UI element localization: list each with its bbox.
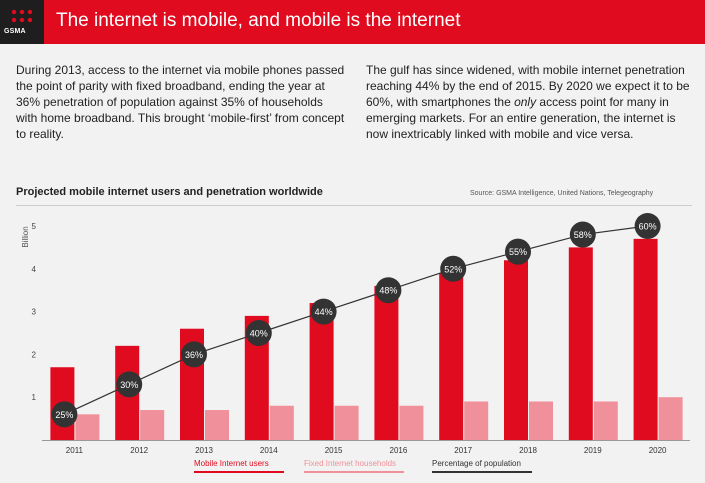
line-point-marker [569, 221, 596, 248]
data-label-percentage: 36% [185, 350, 203, 360]
x-tick-label: 2015 [325, 446, 343, 455]
x-tick-label: 2020 [649, 446, 667, 455]
bar-fixed-households [75, 414, 100, 440]
data-label-percentage: 30% [120, 380, 138, 390]
data-label-percentage: 40% [250, 329, 268, 339]
bar-fixed-households [658, 397, 683, 440]
gsma-logo: GSMA [0, 0, 44, 44]
bar-fixed-households [269, 405, 294, 440]
logo-text: GSMA [4, 28, 26, 35]
x-tick-label: 2012 [130, 446, 148, 455]
y-tick-label: 5 [32, 222, 37, 231]
bar-mobile-users [568, 247, 593, 440]
y-tick-label: 2 [32, 350, 37, 359]
y-axis-label: Billion [21, 226, 30, 247]
bar-mobile-users [244, 315, 269, 440]
bar-fixed-households [593, 401, 618, 440]
bar-fixed-households [464, 401, 489, 440]
line-point-marker [116, 371, 143, 398]
line-point-marker [51, 401, 78, 428]
y-tick-label: 4 [32, 265, 37, 274]
bar-mobile-users [374, 285, 399, 440]
x-tick-label: 2014 [260, 446, 278, 455]
x-tick-label: 2011 [66, 446, 84, 455]
intro-right-text-2: access point for many in emerging market… [366, 95, 676, 141]
intro-right-paragraph: The gulf has since widened, with mobile … [366, 62, 691, 142]
bar-fixed-households [399, 405, 424, 440]
bar-fixed-households [205, 410, 229, 440]
x-tick-label: 2013 [195, 446, 213, 455]
legend-label: Fixed Internet households [304, 459, 396, 468]
data-label-percentage: 60% [639, 222, 657, 232]
line-point-marker [245, 320, 272, 346]
bar-fixed-households [140, 410, 165, 440]
x-tick-label: 2016 [390, 446, 408, 455]
bar-mobile-users [504, 260, 528, 440]
bar-fixed-households [334, 405, 359, 440]
intro-right-emphasis: only [514, 95, 537, 109]
intro-left-paragraph: During 2013, access to the internet via … [16, 63, 345, 141]
x-tick-label: 2018 [519, 446, 537, 455]
chart-title: Projected mobile internet users and pene… [16, 186, 323, 198]
legend-label: Mobile Internet users [194, 459, 269, 468]
chart-source: Source: GSMA Intelligence, United Nation… [470, 190, 654, 197]
intro-right-text-1: The gulf has since widened, with mobile … [366, 63, 690, 109]
data-label-percentage: 52% [444, 264, 462, 274]
legend-swatch [304, 471, 404, 473]
x-tick-label: 2017 [454, 446, 472, 455]
data-label-percentage: 44% [315, 307, 333, 317]
data-label-percentage: 48% [379, 286, 397, 296]
bar-mobile-users [633, 238, 658, 440]
data-label-percentage: 25% [55, 410, 73, 420]
bar-mobile-users [439, 273, 464, 440]
header-banner: GSMA The internet is mobile, and mobile … [0, 0, 705, 44]
y-tick-label: 1 [32, 393, 37, 402]
line-point-marker [310, 298, 337, 325]
legend-label: Percentage of population [432, 459, 521, 468]
x-tick-label: 2019 [584, 446, 602, 455]
line-point-marker [505, 238, 531, 265]
line-percentage-population [64, 225, 648, 415]
data-label-percentage: 58% [574, 230, 592, 240]
bar-fixed-households [529, 401, 553, 440]
divider [16, 205, 692, 206]
y-tick-label: 3 [32, 308, 37, 317]
logo-dots-icon [11, 9, 33, 23]
line-point-marker [634, 213, 661, 239]
data-label-percentage: 55% [509, 247, 527, 257]
line-point-marker [181, 341, 207, 368]
bar-mobile-users [309, 303, 334, 440]
line-point-marker [375, 277, 402, 304]
page-title: The internet is mobile, and mobile is th… [56, 10, 461, 31]
legend-swatch [432, 471, 532, 473]
legend-swatch [194, 471, 284, 473]
line-point-marker [440, 255, 467, 282]
